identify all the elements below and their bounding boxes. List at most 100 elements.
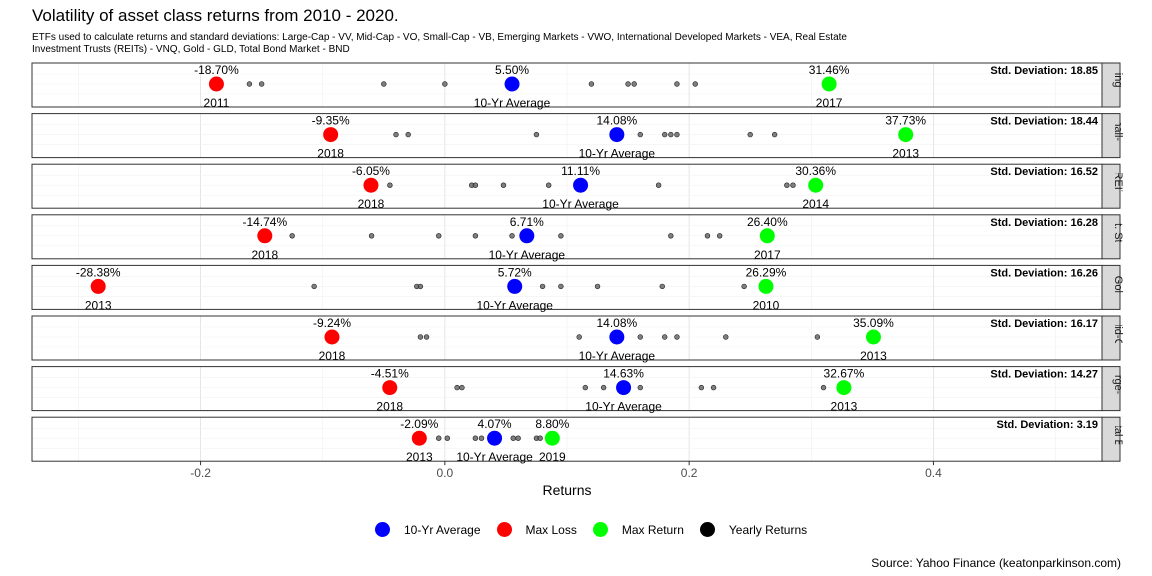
yearly-return-point — [246, 81, 253, 87]
max-return-year-label: 2019 — [539, 450, 566, 464]
max-return-point — [865, 329, 881, 345]
max-return-point — [836, 380, 852, 396]
average-value-label: 4.07% — [478, 417, 512, 431]
yearly-return-point — [405, 131, 411, 138]
yearly-return-point — [637, 131, 643, 138]
yearly-return-point — [454, 384, 460, 391]
average-year-label: 10-Yr Average — [476, 298, 553, 312]
max-return-value-label: 30.36% — [795, 164, 836, 178]
max-return-year-label: 2017 — [754, 248, 781, 262]
average-year-label: 10-Yr Average — [542, 197, 619, 211]
average-value-label: 6.71% — [510, 215, 544, 229]
average-value-label: 14.63% — [603, 367, 644, 381]
max-loss-value-label: -28.38% — [76, 265, 121, 279]
max-return-value-label: 8.80% — [535, 417, 569, 431]
average-point — [609, 127, 625, 143]
yearly-return-point — [537, 435, 543, 441]
yearly-return-point — [444, 435, 450, 441]
yearly-return-point — [790, 182, 796, 188]
yearly-return-point — [723, 334, 729, 340]
max-loss-value-label: -9.35% — [312, 114, 350, 128]
yearly-return-point — [472, 435, 479, 441]
average-value-label: 11.11% — [561, 164, 600, 178]
x-tick-label: 0.2 — [681, 466, 698, 480]
max-loss-point — [382, 380, 398, 396]
legend-item-max-return: Max Return — [592, 522, 684, 537]
yearly-return-point — [674, 131, 680, 138]
legend-swatch-average — [375, 522, 390, 537]
yearly-return-point — [659, 283, 665, 290]
max-loss-year-label: 2018 — [251, 248, 278, 262]
yearly-return-point — [674, 81, 680, 87]
yearly-return-point — [533, 131, 540, 138]
max-loss-year-label: 2018 — [376, 400, 403, 414]
max-return-value-label: 32.67% — [824, 367, 865, 381]
strip-label: Total Bond — [1112, 413, 1124, 465]
yearly-return-point — [710, 384, 717, 391]
panel-strip — [1101, 264, 1121, 310]
std-deviation-label: Std. Deviation: 16.52 — [990, 166, 1098, 178]
max-loss-point — [208, 76, 224, 92]
max-return-value-label: 37.73% — [885, 114, 926, 128]
yearly-return-point — [668, 233, 674, 239]
max-loss-year-label: 2018 — [317, 147, 344, 161]
yearly-return-point — [771, 131, 778, 138]
x-axis-label: Returns — [542, 482, 591, 498]
strip-label: Small-Cap — [1112, 110, 1124, 161]
max-loss-point — [363, 177, 379, 193]
yearly-return-point — [600, 384, 607, 391]
yearly-return-point — [289, 233, 295, 239]
panel-strip — [1101, 62, 1121, 108]
yearly-return-point — [662, 334, 668, 340]
x-tick-label: 0.0 — [437, 466, 454, 480]
strip-label: Emerging Markets — [1112, 40, 1124, 130]
strip-label: REITs — [1112, 172, 1124, 202]
yearly-return-point — [368, 233, 375, 239]
max-return-year-label: 2013 — [892, 147, 919, 161]
yearly-return-point — [417, 283, 424, 290]
max-return-value-label: 31.46% — [809, 63, 850, 77]
strip-label: Large-Cap — [1112, 363, 1124, 415]
average-value-label: 5.72% — [498, 265, 532, 279]
panel-strip — [1101, 315, 1121, 361]
average-value-label: 14.08% — [596, 316, 637, 330]
average-point — [519, 228, 535, 244]
average-point — [504, 76, 520, 92]
chart-title: Volatility of asset class returns from 2… — [32, 6, 399, 25]
panel-strip — [1101, 416, 1121, 462]
average-year-label: 10-Yr Average — [489, 248, 566, 262]
yearly-return-point — [814, 334, 821, 340]
panel-strip — [1101, 214, 1121, 260]
yearly-return-point — [509, 233, 515, 239]
yearly-return-point — [387, 182, 393, 188]
std-deviation-label: Std. Deviation: 18.85 — [990, 65, 1098, 77]
x-tick-label: 0.4 — [925, 466, 942, 480]
panel-strip — [1101, 113, 1121, 159]
std-deviation-label: Std. Deviation: 14.27 — [990, 369, 1098, 381]
yearly-return-point — [747, 131, 753, 138]
yearly-return-point — [637, 334, 643, 340]
average-point — [609, 329, 625, 345]
max-loss-point — [90, 278, 106, 294]
average-year-label: 10-Yr Average — [579, 147, 656, 161]
std-deviation-label: Std. Deviation: 18.44 — [990, 116, 1098, 128]
yearly-return-point — [625, 81, 631, 87]
max-loss-point — [411, 430, 427, 446]
yearly-return-point — [381, 81, 387, 87]
panel-strip — [1101, 366, 1121, 412]
average-point — [616, 380, 632, 396]
max-return-value-label: 26.40% — [747, 215, 788, 229]
legend-label-max-return: Max Return — [621, 522, 684, 537]
max-return-point — [544, 430, 560, 446]
yearly-return-point — [472, 233, 479, 239]
legend-swatch-yearly — [699, 522, 715, 537]
strip-label: Mid-Cap — [1112, 317, 1124, 359]
legend-swatch-max-return — [592, 522, 608, 537]
max-loss-year-label: 2018 — [358, 197, 385, 211]
max-return-point — [821, 76, 837, 92]
average-year-label: 10-Yr Average — [579, 349, 656, 363]
max-loss-value-label: -6.05% — [352, 164, 390, 178]
max-loss-year-label: 2011 — [204, 96, 230, 110]
legend-item-yearly: Yearly Returns — [699, 522, 807, 537]
max-loss-point — [323, 127, 339, 143]
